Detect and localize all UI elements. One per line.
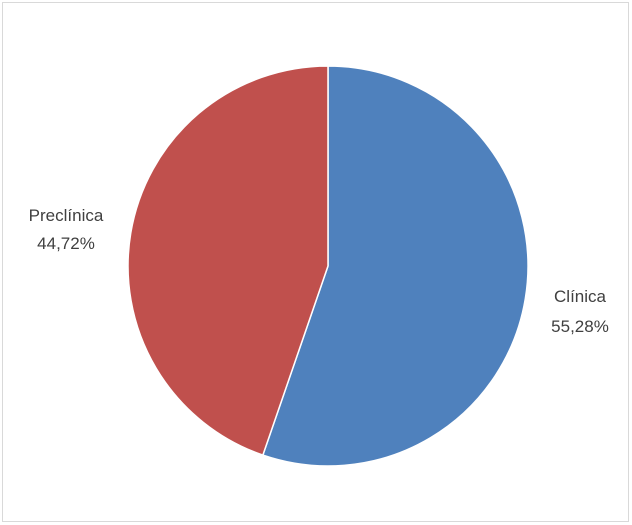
slice-label-clinica-value: 55,28% <box>551 317 609 336</box>
pie-slice-clinica <box>261 65 529 467</box>
pie-slice-preclinica <box>127 65 329 457</box>
label-preclinica: Preclínica 44,72% <box>29 206 104 253</box>
label-clinica: Clínica 55,28% <box>551 287 609 336</box>
slice-label-clinica-name: Clínica <box>554 287 607 306</box>
pie-slices <box>127 65 529 467</box>
slice-label-preclinica-value: 44,72% <box>37 234 95 253</box>
slice-label-preclinica-name: Preclínica <box>29 206 104 225</box>
